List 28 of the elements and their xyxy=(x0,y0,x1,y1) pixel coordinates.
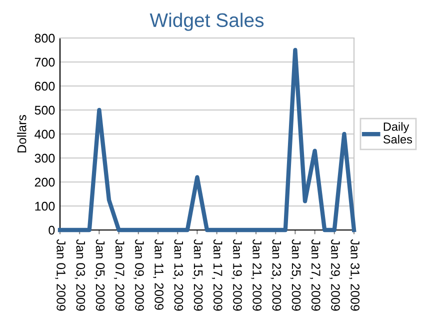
y-tick-label: 0 xyxy=(48,226,55,235)
y-tick-label: 600 xyxy=(34,82,55,91)
y-tick-label: 400 xyxy=(34,130,55,139)
y-tick-label: 700 xyxy=(34,58,55,67)
y-tick-label: 200 xyxy=(34,178,55,187)
y-tick-label: 100 xyxy=(35,202,55,211)
x-tick-label: Jan 03, 2009 xyxy=(74,239,86,311)
x-tick-label: Jan 29, 2009 xyxy=(330,239,340,311)
y-tick-label: 800 xyxy=(34,34,55,43)
x-tick-label: Jan 07, 2009 xyxy=(114,239,124,311)
x-tick-label: Jan 25, 2009 xyxy=(290,239,301,311)
x-tick-label: Jan 13, 2009 xyxy=(172,239,184,311)
x-tick-label: Jan 27, 2009 xyxy=(310,239,320,311)
x-tick-label: Jan 09, 2009 xyxy=(134,239,144,311)
x-tick-label: Jan 11, 2009 xyxy=(153,239,164,310)
x-tick-label: Jan 01, 2009 xyxy=(55,239,66,311)
x-tick-label: Jan 17, 2009 xyxy=(212,239,222,311)
y-tick-label: 500 xyxy=(34,106,55,115)
x-tick-label: Jan 31, 2009 xyxy=(349,239,360,311)
x-tick-label: Jan 19, 2009 xyxy=(232,239,242,311)
x-tick-label: Jan 05, 2009 xyxy=(94,239,105,311)
legend-label: Daily Sales xyxy=(383,122,412,144)
chart-title: Widget Sales xyxy=(150,12,264,31)
y-tick-label: 300 xyxy=(34,154,55,163)
x-tick-label: Jan 23, 2009 xyxy=(270,239,282,311)
y-axis-title: Dollars xyxy=(17,115,26,152)
x-tick-label: Jan 21, 2009 xyxy=(251,239,262,311)
x-tick-label: Jan 15, 2009 xyxy=(192,239,203,311)
